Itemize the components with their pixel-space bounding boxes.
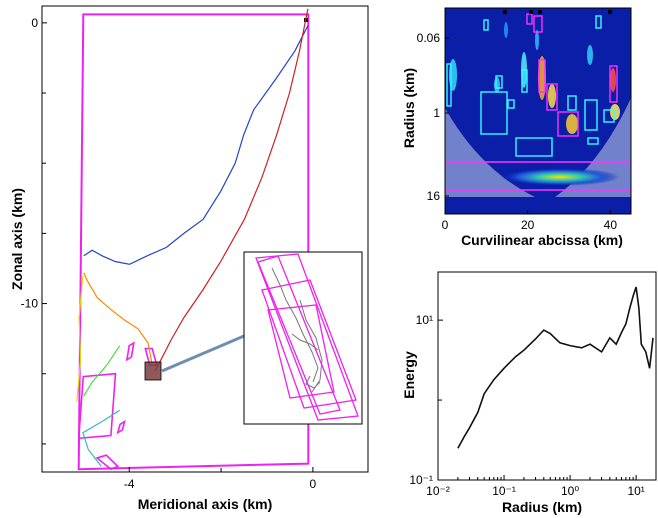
wavelet-box-11 [584, 99, 598, 131]
wavelet-top-marker-2 [538, 10, 542, 14]
wavelet-box-1 [480, 91, 508, 135]
wavelet-box-2 [507, 99, 515, 109]
wavelet-box-3 [495, 75, 503, 89]
wavelet-box-0 [446, 63, 452, 107]
inset-track-1 [291, 333, 319, 351]
wavelet-blob-6 [610, 68, 616, 92]
map-plot-frame [41, 5, 369, 473]
map-y-ticks: 0 -10 [21, 16, 47, 445]
inset-track-2 [299, 299, 323, 393]
wavelet-top-marker-3 [608, 10, 612, 14]
wavelet-blob-4 [548, 84, 556, 108]
energy-y-ticklabel-0: 10⁻¹ [409, 473, 433, 487]
inset-highlight-box [144, 361, 162, 381]
magenta-contour-4 [116, 419, 126, 435]
magenta-contour-2 [125, 341, 135, 362]
wavelet-box-8 [546, 83, 558, 111]
energy-x-ticks: 10⁻² 10⁻¹ 10⁰ 10¹ [426, 475, 657, 498]
wavelet-blob-3 [538, 56, 546, 100]
magenta-contour-5 [95, 454, 120, 471]
track-3 [76, 275, 84, 402]
wavelet-top-marker-0 [503, 10, 507, 14]
wavelet-y-ticklabel-2: 16 [427, 189, 441, 203]
energy-y-ticks: 10⁻¹ 10¹ [409, 313, 443, 487]
wavelet-x-label: Curvilinear abcissa (km) [461, 232, 623, 248]
inset-contour-2 [267, 304, 335, 399]
wavelet-box-9 [557, 111, 579, 137]
energy-x-ticklabel-2: 10⁰ [561, 484, 579, 498]
wavelet-y-ticklabel-0: 0.06 [417, 31, 441, 45]
energy-x-ticklabel-3: 10¹ [627, 484, 644, 498]
energy-y-label: Energy [401, 351, 417, 399]
inset-contour-0 [255, 253, 359, 421]
wavelet-box-17 [483, 19, 489, 31]
wavelet-box-4 [515, 137, 553, 157]
map-x-ticks: -4 0 [124, 467, 317, 491]
energy-x-ticklabel-0: 10⁻² [426, 484, 450, 498]
inset-track-3 [305, 375, 321, 389]
wavelet-y-label: Radius (km) [401, 68, 417, 148]
energy-x-ticklabel-1: 10⁻¹ [492, 484, 516, 498]
wavelet-cone-left [445, 108, 535, 197]
energy-spectrum-line [457, 286, 654, 449]
wavelet-box-5 [521, 69, 528, 93]
inset-contour-1 [257, 255, 341, 415]
map-x-ticklabel-0: -4 [124, 477, 135, 491]
inset-track-0 [271, 267, 319, 383]
inset-connector [161, 334, 245, 373]
wavelet-top-marker-1 [529, 10, 533, 14]
wavelet-blob-1 [494, 77, 500, 93]
energy-x-label: Radius (km) [502, 499, 582, 515]
wavelet-box-6 [533, 15, 543, 33]
wavelet-x-ticklabel-0: 0 [442, 218, 449, 232]
wavelet-blob-10 [504, 22, 508, 38]
wavelet-box-14 [595, 15, 602, 29]
wavelet-box-7 [538, 59, 546, 93]
inset-frame [243, 251, 363, 425]
wavelet-frame [444, 7, 632, 215]
track-5 [82, 409, 121, 467]
wavelet-blob-9 [587, 45, 593, 65]
inset-contour-3 [261, 279, 357, 409]
energy-frame [437, 271, 657, 481]
wavelet-boxes [446, 10, 618, 157]
energy-y-ticklabel-1: 10¹ [416, 313, 433, 327]
wavelet-x-ticklabel-1: 20 [521, 218, 535, 232]
map-x-ticklabel-1: 0 [310, 477, 317, 491]
track-1 [154, 8, 309, 372]
wavelet-blob-5 [566, 114, 578, 134]
wavelet-blob-7 [610, 104, 620, 120]
wavelet-box-13 [609, 65, 618, 103]
track-2 [83, 272, 153, 363]
magenta-contour-1 [77, 372, 117, 440]
map-y-ticklabel-0: 0 [31, 16, 38, 30]
wavelet-y-ticklabel-1: 1 [433, 106, 440, 120]
wavelet-panel: 0 20 40 0.06 1 16 Curvilinear abcissa (km) R… [401, 7, 632, 248]
map-x-label: Meridional axis (km) [138, 496, 273, 512]
wavelet-box-10 [567, 95, 577, 111]
inset-content [255, 253, 359, 421]
wavelet-cone-right [555, 98, 631, 197]
wavelet-blob-8 [535, 30, 539, 50]
map-y-label: Zonal axis (km) [9, 188, 25, 290]
map-panel: -4 0 0 -10 Meridional axis (km) Zonal axis… [9, 5, 369, 512]
track-4 [83, 345, 121, 397]
map-y-ticklabel-1: -10 [21, 297, 39, 311]
wavelet-x-ticks: 0 20 40 [442, 210, 618, 232]
map-tracks [76, 8, 309, 467]
track-0 [83, 25, 309, 265]
wavelet-y-ticks: 0.06 1 16 [417, 31, 449, 203]
wavelet-box-16 [587, 137, 599, 145]
wavelet-box-12 [603, 109, 615, 123]
wavelet-x-ticklabel-2: 40 [604, 218, 618, 232]
wavelet-hotspot [500, 168, 620, 186]
